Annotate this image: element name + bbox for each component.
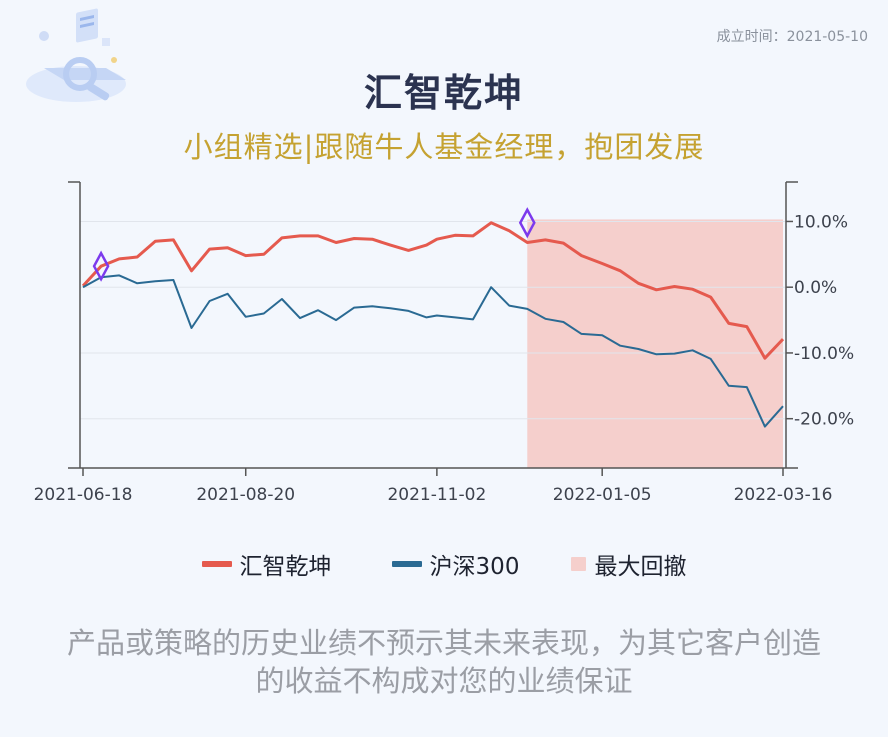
legend-label-fund: 汇智乾坤 xyxy=(239,554,332,580)
legend-item-drawdown: 最大回撤 xyxy=(571,547,686,581)
drawdown-marker xyxy=(92,250,110,282)
drawdown-marker xyxy=(518,207,536,239)
y-tick-label: -10.0% xyxy=(794,344,854,364)
series-line-fund xyxy=(81,221,785,360)
fund-subtitle: 小组精选|跟随牛人基金经理，抱团发展 xyxy=(183,130,705,164)
legend-swatch-fund xyxy=(201,561,232,567)
x-tick-label: 2022-03-16 xyxy=(734,485,833,505)
legend-swatch-index xyxy=(391,561,422,567)
chart-legend: 汇智乾坤 沪深300 最大回撤 xyxy=(0,547,888,581)
risk-disclaimer: 产品或策略的历史业绩不预示其未来表现，为其它客户创造的收益不构成对您的业绩保证 xyxy=(66,626,821,698)
y-tick-label: 0.0% xyxy=(794,278,837,298)
x-tick-label: 2021-11-02 xyxy=(387,485,486,505)
legend-label-drawdown: 最大回撤 xyxy=(594,554,687,580)
y-tick-label: 10.0% xyxy=(794,212,848,232)
legend-item-index: 沪深300 xyxy=(391,547,520,581)
performance-chart: 10.0% 0.0% -10.0% -20.0% 2021-06-18 2021-08-2… xyxy=(34,181,854,505)
series-line-index xyxy=(82,274,784,428)
legend-item-fund: 汇智乾坤 xyxy=(201,547,332,581)
established-date: 成立时间：2021-05-10 xyxy=(716,29,868,45)
fund-title: 汇智乾坤 xyxy=(363,71,524,115)
x-tick-label: 2022-01-05 xyxy=(553,485,652,505)
x-tick-label: 2021-06-18 xyxy=(34,485,133,505)
x-tick-label: 2021-08-20 xyxy=(196,485,295,505)
drawdown-area xyxy=(527,219,783,468)
y-tick-label: -20.0% xyxy=(794,410,854,430)
search-illustration-icon xyxy=(26,8,126,102)
legend-swatch-drawdown xyxy=(571,557,587,571)
legend-label-index: 沪深300 xyxy=(429,554,520,580)
